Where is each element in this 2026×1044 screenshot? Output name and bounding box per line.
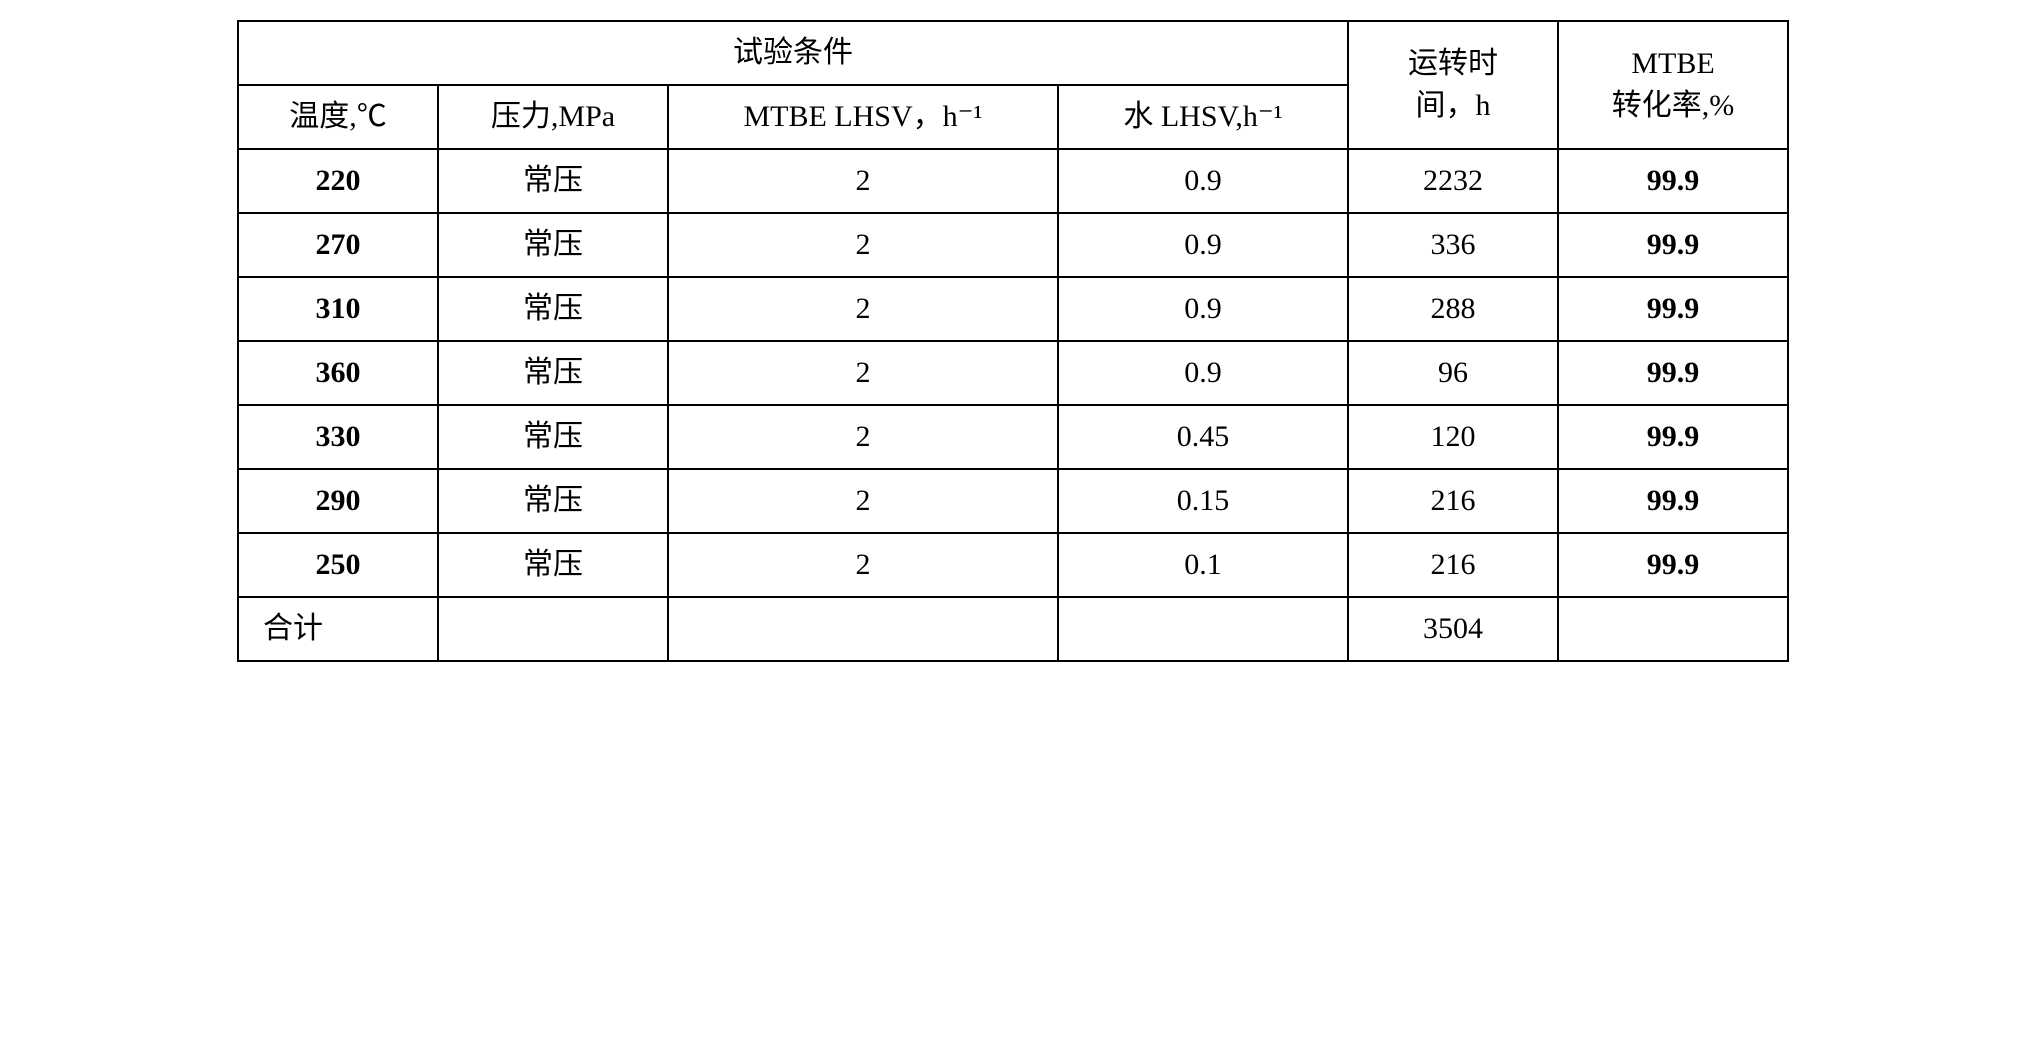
cell-pressure: 常压 [438,405,668,469]
cell-pressure: 常压 [438,213,668,277]
footer-label: 合计 [238,597,438,661]
cell-conversion: 99.9 [1558,469,1788,533]
cell-mtbe-lhsv: 2 [668,405,1058,469]
cell-time: 120 [1348,405,1558,469]
cell-time: 216 [1348,533,1558,597]
time-header-line1: 运转时 [1408,47,1498,80]
cell-mtbe-lhsv: 2 [668,213,1058,277]
cell-temp: 270 [238,213,438,277]
experiment-table: 试验条件 运转时 间，h MTBE 转化率,% 温度,℃ 压力,MPa MTBE… [237,20,1789,662]
cell-pressure: 常压 [438,277,668,341]
table-row: 250常压20.121699.9 [238,533,1788,597]
mtbe-lhsv-header: MTBE LHSV，h⁻¹ [668,85,1058,149]
water-lhsv-header: 水 LHSV,h⁻¹ [1058,85,1348,149]
cell-water-lhsv: 0.9 [1058,341,1348,405]
cell-mtbe-lhsv: 2 [668,149,1058,213]
conditions-group-header: 试验条件 [238,21,1348,85]
cell-conversion: 99.9 [1558,213,1788,277]
time-header-line2: 间，h [1416,89,1491,122]
footer-water-lhsv [1058,597,1348,661]
footer-mtbe-lhsv [668,597,1058,661]
cell-time: 96 [1348,341,1558,405]
cell-temp: 310 [238,277,438,341]
cell-time: 288 [1348,277,1558,341]
table-row: 220常压20.9223299.9 [238,149,1788,213]
cell-conversion: 99.9 [1558,533,1788,597]
cell-temp: 330 [238,405,438,469]
conversion-header: MTBE 转化率,% [1558,21,1788,149]
cell-conversion: 99.9 [1558,341,1788,405]
cell-temp: 220 [238,149,438,213]
cell-pressure: 常压 [438,341,668,405]
cell-pressure: 常压 [438,469,668,533]
cell-mtbe-lhsv: 2 [668,341,1058,405]
cell-mtbe-lhsv: 2 [668,277,1058,341]
table-body: 220常压20.9223299.9270常压20.933699.9310常压20… [238,149,1788,661]
footer-time: 3504 [1348,597,1558,661]
cell-time: 2232 [1348,149,1558,213]
cell-conversion: 99.9 [1558,149,1788,213]
cell-temp: 290 [238,469,438,533]
table-row: 290常压20.1521699.9 [238,469,1788,533]
table-row: 270常压20.933699.9 [238,213,1788,277]
pressure-header: 压力,MPa [438,85,668,149]
cell-conversion: 99.9 [1558,405,1788,469]
cell-time: 216 [1348,469,1558,533]
cell-water-lhsv: 0.1 [1058,533,1348,597]
table-row: 310常压20.928899.9 [238,277,1788,341]
cell-mtbe-lhsv: 2 [668,533,1058,597]
table-footer-row: 合计 3504 [238,597,1788,661]
cell-water-lhsv: 0.9 [1058,149,1348,213]
cell-water-lhsv: 0.9 [1058,277,1348,341]
conv-header-line1: MTBE [1631,47,1714,80]
cell-temp: 360 [238,341,438,405]
cell-water-lhsv: 0.9 [1058,213,1348,277]
cell-time: 336 [1348,213,1558,277]
cell-conversion: 99.9 [1558,277,1788,341]
table-row: 360常压20.99699.9 [238,341,1788,405]
temp-header: 温度,℃ [238,85,438,149]
table-row: 330常压20.4512099.9 [238,405,1788,469]
cell-pressure: 常压 [438,533,668,597]
cell-water-lhsv: 0.15 [1058,469,1348,533]
cell-water-lhsv: 0.45 [1058,405,1348,469]
footer-pressure [438,597,668,661]
cell-pressure: 常压 [438,149,668,213]
conv-header-line2: 转化率,% [1612,89,1735,122]
cell-temp: 250 [238,533,438,597]
header-row-1: 试验条件 运转时 间，h MTBE 转化率,% [238,21,1788,85]
time-header: 运转时 间，h [1348,21,1558,149]
cell-mtbe-lhsv: 2 [668,469,1058,533]
footer-conversion [1558,597,1788,661]
